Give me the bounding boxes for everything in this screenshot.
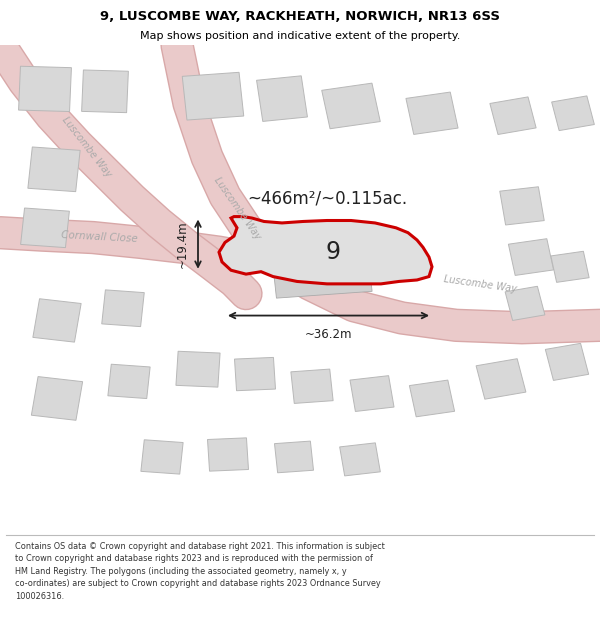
Polygon shape [182, 72, 244, 120]
Text: Luscombe Way: Luscombe Way [61, 115, 113, 179]
Text: 9: 9 [326, 240, 341, 264]
Polygon shape [208, 438, 248, 471]
Text: ~466m²/~0.115ac.: ~466m²/~0.115ac. [247, 189, 407, 208]
Polygon shape [235, 357, 275, 391]
Polygon shape [508, 239, 554, 276]
Polygon shape [500, 187, 544, 225]
Polygon shape [219, 217, 432, 284]
Text: Map shows position and indicative extent of the property.: Map shows position and indicative extent… [140, 31, 460, 41]
Polygon shape [291, 369, 333, 403]
Polygon shape [176, 351, 220, 387]
Polygon shape [31, 377, 83, 420]
Text: Contains OS data © Crown copyright and database right 2021. This information is : Contains OS data © Crown copyright and d… [15, 542, 385, 601]
Text: 9, LUSCOMBE WAY, RACKHEATH, NORWICH, NR13 6SS: 9, LUSCOMBE WAY, RACKHEATH, NORWICH, NR1… [100, 10, 500, 23]
Polygon shape [409, 380, 455, 417]
Polygon shape [406, 92, 458, 134]
Text: Luscombe Way: Luscombe Way [212, 175, 262, 241]
Polygon shape [82, 70, 128, 112]
Polygon shape [551, 96, 595, 131]
Polygon shape [28, 147, 80, 192]
Polygon shape [322, 83, 380, 129]
Text: Luscombe Way: Luscombe Way [443, 274, 517, 294]
Polygon shape [340, 443, 380, 476]
Polygon shape [141, 440, 183, 474]
Polygon shape [257, 76, 307, 121]
Polygon shape [350, 376, 394, 411]
Polygon shape [19, 66, 71, 111]
Polygon shape [20, 208, 70, 248]
Polygon shape [274, 441, 314, 472]
Text: ~19.4m: ~19.4m [176, 221, 189, 268]
Polygon shape [490, 97, 536, 134]
Polygon shape [476, 359, 526, 399]
Polygon shape [270, 231, 372, 298]
Polygon shape [33, 299, 81, 342]
Polygon shape [551, 251, 589, 282]
Polygon shape [545, 343, 589, 381]
Polygon shape [505, 286, 545, 321]
Text: ~36.2m: ~36.2m [305, 328, 352, 341]
Polygon shape [102, 290, 144, 327]
Text: Cornwall Close: Cornwall Close [61, 229, 137, 244]
Polygon shape [108, 364, 150, 399]
